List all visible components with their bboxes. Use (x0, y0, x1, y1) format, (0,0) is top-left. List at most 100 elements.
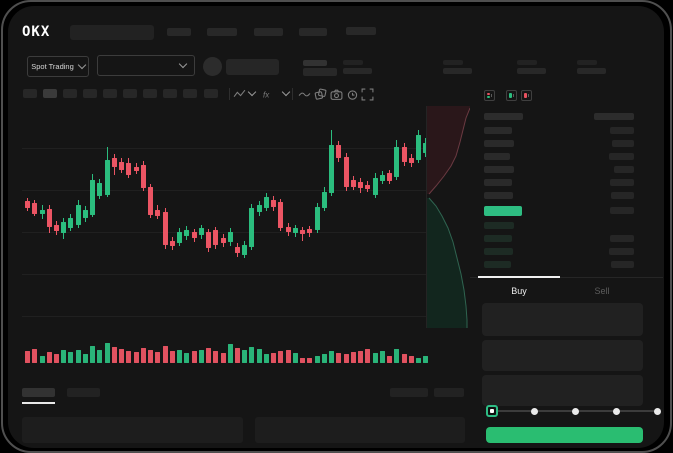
candle (365, 185, 371, 189)
candle (54, 225, 59, 231)
timeframe-button[interactable] (163, 89, 177, 98)
toolbar-divider (229, 88, 230, 100)
line-tool-icon[interactable] (298, 88, 311, 101)
last-price-sub-placeholder (303, 68, 337, 76)
volume-bar (25, 351, 30, 363)
volume-bar (162, 346, 168, 363)
slider-stop[interactable] (531, 408, 538, 415)
ob-header-right (594, 113, 634, 120)
ticker-value-placeholder (343, 68, 372, 74)
buy-submit-button[interactable] (486, 427, 643, 443)
asks-book-icon[interactable] (521, 90, 532, 101)
volume-bar (111, 347, 117, 363)
svg-text:fx: fx (263, 91, 270, 100)
bottom-tab[interactable] (67, 388, 100, 397)
search-input[interactable] (70, 25, 154, 40)
candle (25, 201, 30, 208)
bottom-action-placeholder[interactable] (390, 388, 428, 397)
ticker-label-placeholder (577, 60, 597, 65)
volume-bar (61, 350, 67, 363)
candle (394, 147, 400, 177)
bid-price-placeholder[interactable] (484, 261, 511, 268)
candle (148, 187, 154, 215)
nav-item-placeholder[interactable] (299, 28, 327, 36)
candlestick-chart[interactable] (22, 106, 429, 368)
camera-icon[interactable] (330, 88, 343, 101)
nav-item-placeholder[interactable] (254, 28, 283, 36)
nav-item-placeholder[interactable] (346, 27, 376, 35)
candle (278, 202, 284, 228)
chart-gridline (22, 148, 426, 149)
pair-selector-dropdown[interactable] (97, 55, 195, 76)
nav-item-placeholder[interactable] (167, 28, 191, 36)
chart-gridline (22, 190, 426, 191)
tab-buy[interactable]: Buy (511, 286, 527, 296)
ask-price-placeholder[interactable] (484, 153, 510, 160)
candle (227, 232, 233, 242)
volume-bar (336, 353, 342, 363)
timeframe-button[interactable] (63, 89, 77, 98)
total-input-placeholder[interactable] (482, 375, 643, 406)
price-input-placeholder[interactable] (482, 303, 643, 336)
candle (61, 222, 67, 233)
slider-handle[interactable] (486, 405, 498, 417)
bottom-tab-active[interactable] (22, 388, 55, 397)
timeframe-button[interactable] (83, 89, 97, 98)
ask-price-placeholder[interactable] (484, 179, 512, 186)
bid-price-placeholder[interactable] (484, 235, 512, 242)
volume-bar (126, 351, 132, 363)
slider-stop[interactable] (654, 408, 661, 415)
bottom-action-placeholder[interactable] (434, 388, 464, 397)
depth-asks-curve (428, 107, 470, 195)
timeframe-button[interactable] (204, 89, 218, 98)
volume-bar (68, 352, 74, 363)
indicators-fx-icon[interactable]: fx (262, 88, 278, 101)
tab-sell[interactable]: Sell (594, 286, 610, 296)
candle (169, 241, 175, 246)
fullscreen-icon[interactable] (361, 88, 374, 101)
volume-bar (32, 349, 38, 363)
alert-icon[interactable] (346, 88, 359, 101)
ask-amount-placeholder (614, 166, 634, 173)
volume-bar (292, 353, 298, 363)
timeframe-button[interactable] (43, 89, 57, 98)
last-price-highlight[interactable] (484, 206, 522, 216)
candle (155, 210, 161, 216)
timeframe-button[interactable] (23, 89, 37, 98)
timeframe-button[interactable] (103, 89, 117, 98)
bid-price-placeholder[interactable] (484, 248, 513, 255)
candle (177, 232, 182, 243)
market-type-selector[interactable]: Spot Trading (27, 56, 89, 77)
timeframe-button[interactable] (183, 89, 197, 98)
ask-price-placeholder[interactable] (484, 192, 513, 199)
compare-icon[interactable] (314, 88, 327, 101)
bid-price-placeholder[interactable] (484, 222, 514, 229)
chart-type-icon[interactable] (233, 88, 246, 101)
volume-bar (39, 356, 45, 363)
pair-name-placeholder[interactable] (226, 59, 279, 75)
candle (191, 232, 197, 238)
amount-input-placeholder[interactable] (482, 340, 643, 371)
candle (133, 167, 139, 171)
candle (423, 143, 429, 153)
volume-bar (401, 354, 407, 363)
timeframe-button[interactable] (123, 89, 137, 98)
bids-book-icon[interactable] (506, 90, 517, 101)
candle (206, 232, 211, 248)
ticker-value-placeholder (577, 68, 606, 74)
ask-price-placeholder[interactable] (484, 140, 514, 147)
chevron-down-icon[interactable] (281, 87, 291, 97)
chart-gridline (22, 274, 426, 275)
slider-stop[interactable] (572, 408, 579, 415)
chevron-down-icon[interactable] (247, 87, 257, 97)
ask-price-placeholder[interactable] (484, 166, 514, 173)
volume-bar (155, 352, 161, 363)
ask-price-placeholder[interactable] (484, 127, 512, 134)
last-price-amount-placeholder (610, 207, 634, 214)
candle (97, 183, 103, 196)
timeframe-button[interactable] (143, 89, 157, 98)
combined-book-icon[interactable] (484, 90, 495, 101)
slider-stop[interactable] (613, 408, 620, 415)
nav-item-placeholder[interactable] (207, 28, 237, 36)
ask-amount-placeholder (612, 140, 634, 147)
